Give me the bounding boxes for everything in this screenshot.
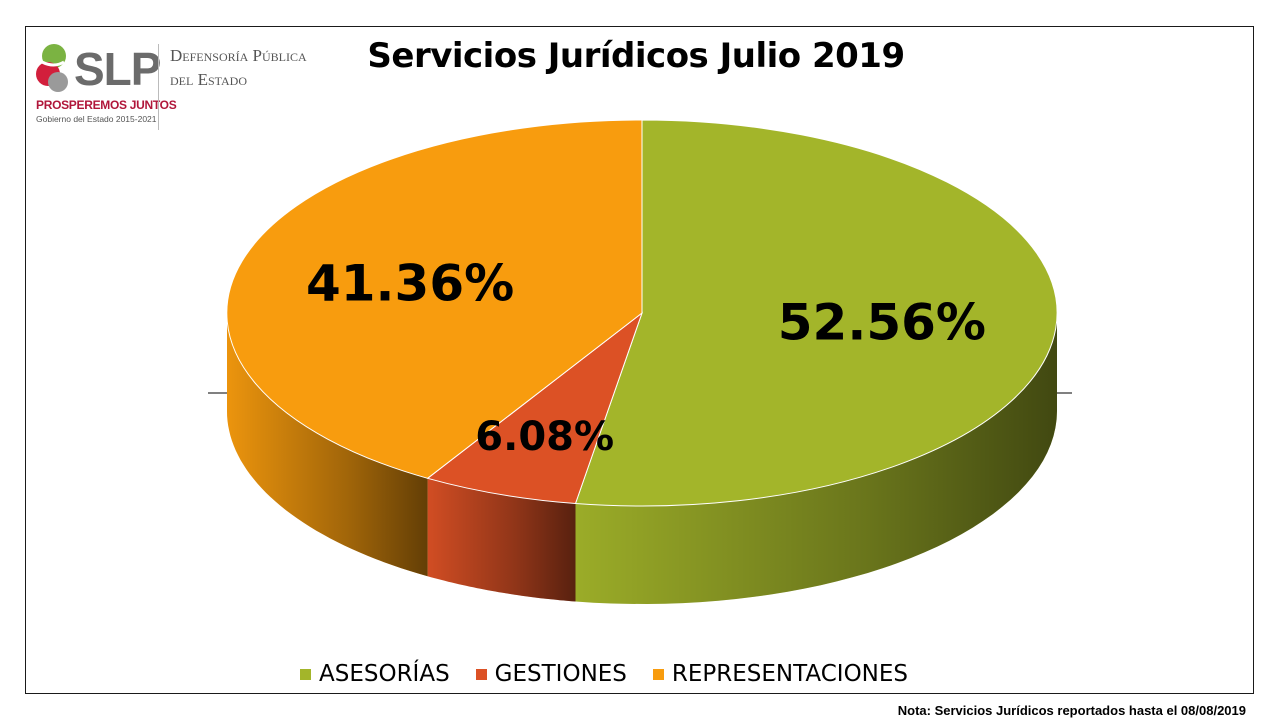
footnote: Nota: Servicios Jurídicos reportados has… — [897, 703, 1246, 718]
slice-gestiones — [426, 311, 644, 505]
logo-text: SLP — [74, 43, 161, 95]
legend-swatch — [475, 668, 487, 680]
slice-asesorias — [574, 119, 1058, 507]
legend-label: REPRESENTACIONES — [671, 661, 909, 687]
legend-item-asesorias: ASESORÍAS — [300, 661, 450, 687]
org-name-line1: Defensoría Pública — [170, 46, 307, 65]
slice-asesorias-side-shade — [575, 313, 1057, 604]
legend-label: GESTIONES — [494, 661, 627, 687]
legend-swatch — [652, 668, 664, 680]
org-name-line2: del Estado — [170, 70, 248, 89]
logo-tagline: PROSPEREMOS JUNTOS — [36, 98, 177, 112]
legend-label: ASESORÍAS — [319, 661, 450, 687]
slice-representaciones-side-shade — [227, 313, 428, 577]
slp-logo-icon — [36, 44, 68, 92]
chart-title: Servicios Jurídicos Julio 2019 — [367, 36, 905, 76]
logo-divider — [158, 44, 159, 130]
data-label-representaciones: 41.36% — [306, 255, 514, 313]
data-label-gestiones: 6.08% — [475, 414, 614, 460]
legend: ASESORÍAS GESTIONES REPRESENTACIONES — [300, 658, 908, 690]
data-label-asesorias: 52.56% — [778, 294, 986, 352]
slice-gestiones-side-shade — [427, 478, 576, 602]
chart-frame — [25, 26, 1254, 694]
logo: SLP PROSPEREMOS JUNTOS Gobierno del Esta… — [34, 40, 314, 135]
slice-representaciones — [226, 119, 643, 479]
legend-item-representaciones: REPRESENTACIONES — [652, 661, 909, 687]
legend-swatch — [300, 668, 311, 680]
legend-item-gestiones: GESTIONES — [475, 661, 627, 687]
logo-subtitle: Gobierno del Estado 2015-2021 — [36, 114, 157, 124]
